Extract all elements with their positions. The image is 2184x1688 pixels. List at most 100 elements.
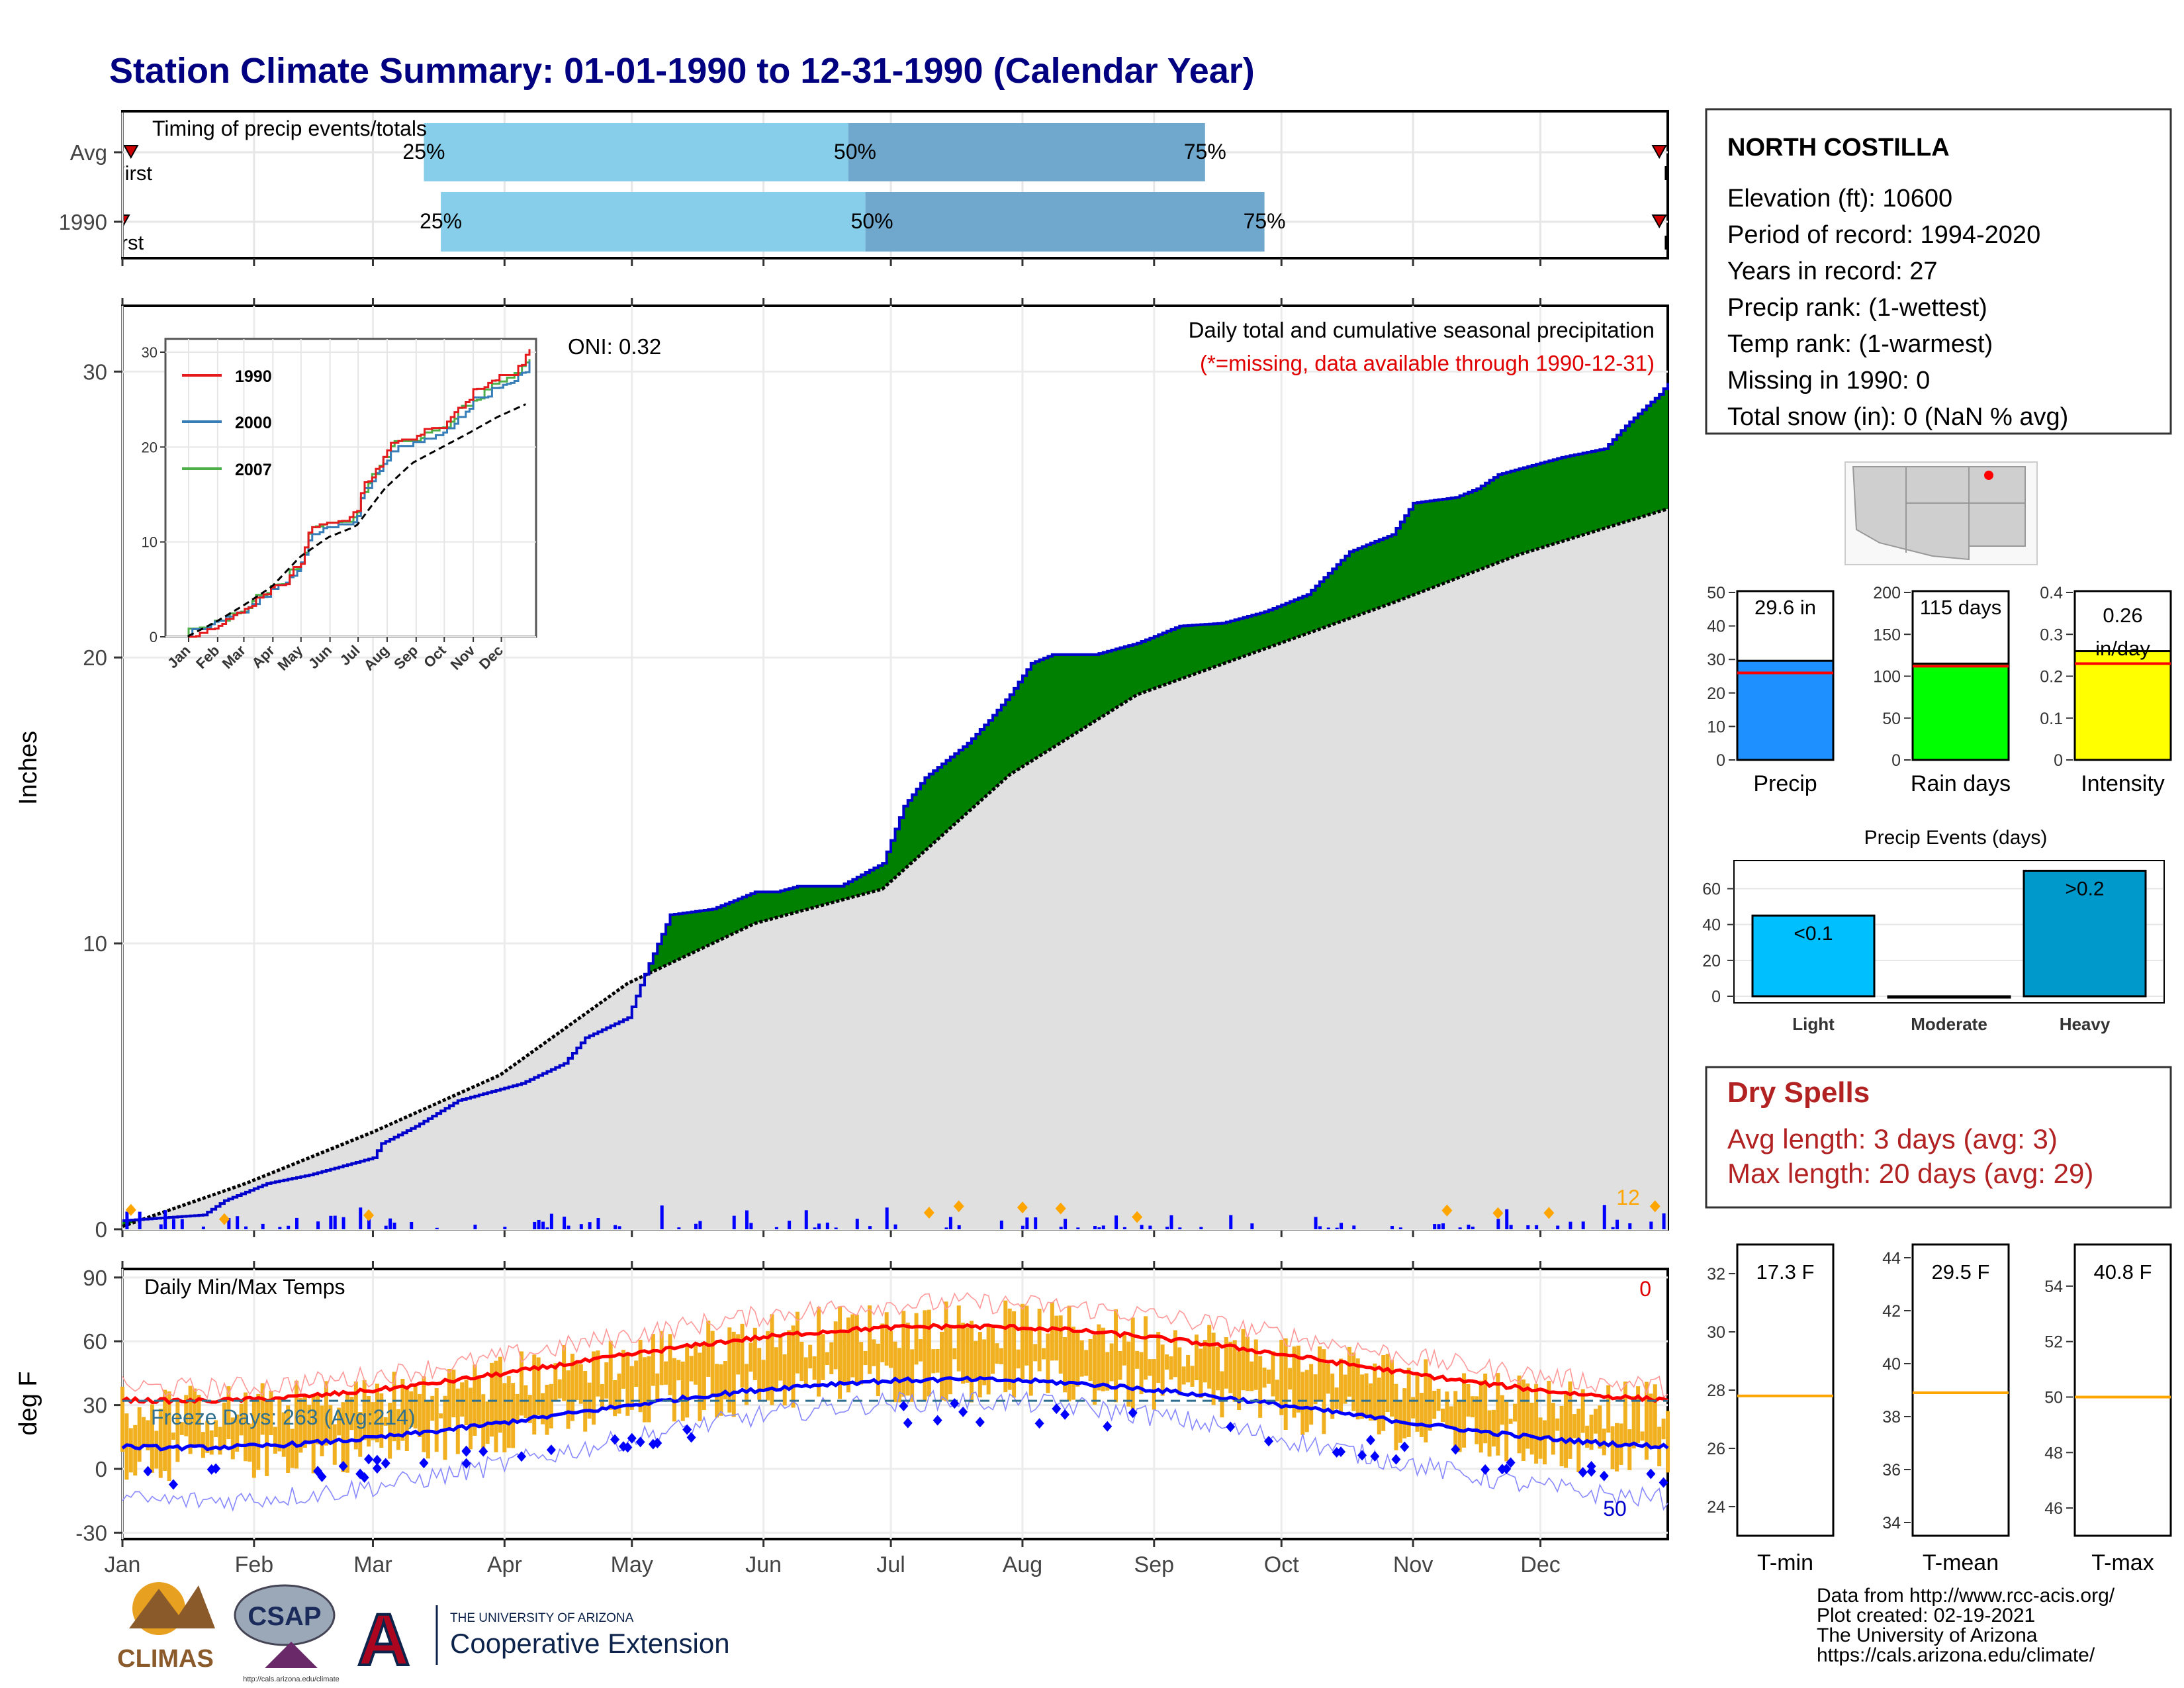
daily-temp-bar: [1585, 1425, 1590, 1448]
footer-line-2: Plot created: 02-19-2021: [1817, 1605, 2035, 1626]
daily-temp-bar: [1491, 1409, 1496, 1447]
record-low-marker: [1357, 1450, 1367, 1461]
daily-temp-bar: [969, 1321, 974, 1403]
record-low-marker: [419, 1458, 429, 1469]
daily-temp-bar: [770, 1314, 774, 1405]
month-label-jun: Jun: [745, 1552, 782, 1577]
mini-bar-tick-label: 0.2: [2040, 668, 2063, 686]
daily-temp-bar: [1075, 1331, 1080, 1387]
daily-precip-bar: [533, 1221, 537, 1229]
normal-cumulative-line: [122, 507, 1668, 1229]
daily-temp-bar: [1088, 1338, 1093, 1382]
daily-temp-bar: [702, 1343, 706, 1411]
daily-temp-bar: [1203, 1340, 1207, 1383]
timing-p75-label: 75%: [1244, 209, 1286, 233]
inset-y-tick-label: 20: [142, 439, 158, 455]
daily-temp-bar: [1313, 1374, 1318, 1405]
inset-frame: [164, 338, 537, 638]
daily-temp-bar: [1564, 1391, 1569, 1468]
daily-temp-bar: [1262, 1367, 1267, 1388]
daily-temp-bar: [230, 1417, 235, 1460]
month-label-mar: Mar: [353, 1552, 392, 1577]
daily-precip-bar: [1398, 1227, 1402, 1229]
month-label-sep: Sep: [1134, 1552, 1175, 1577]
daily-precip-bar: [1059, 1227, 1063, 1229]
daily-temp-bar: [791, 1325, 796, 1408]
daily-temp-bar: [1339, 1358, 1343, 1414]
record-low-marker: [950, 1398, 960, 1409]
daily-temp-bar: [685, 1346, 690, 1418]
events-y-tick-label: 20: [1702, 952, 1721, 970]
daily-temp-bar: [451, 1369, 456, 1418]
daily-temp-bar: [1063, 1337, 1068, 1393]
extreme-precip-marker: [1017, 1201, 1028, 1214]
mini-bar-tick-label: 0: [1716, 751, 1725, 770]
daily-temp-bar: [1500, 1395, 1504, 1425]
daily-temp-bar: [515, 1393, 520, 1423]
daily-temp-bar: [1355, 1358, 1360, 1420]
daily-temp-bar: [273, 1427, 277, 1454]
daily-temp-bar: [1593, 1409, 1598, 1434]
daily-temp-bar: [1092, 1335, 1097, 1405]
daily-temp-bar: [1521, 1379, 1525, 1461]
daily-temp-bar: [727, 1327, 732, 1413]
mini-bar-tick-label: 30: [1707, 651, 1725, 669]
daily-temp-bar: [214, 1420, 218, 1438]
daily-temp-bar: [808, 1344, 813, 1369]
daily-precip-bar: [677, 1227, 681, 1229]
record-low-marker: [899, 1401, 909, 1412]
daily-temp-bar: [163, 1389, 167, 1471]
daily-temp-bar: [1037, 1309, 1042, 1372]
daily-temp-bar: [1623, 1382, 1627, 1446]
daily-temp-bar: [1385, 1354, 1390, 1413]
station-info-box: NORTH COSTILLA Elevation (ft): 10600 Per…: [1705, 108, 2172, 435]
daily-temp-bar: [991, 1325, 995, 1374]
daily-temp-bar: [1364, 1373, 1369, 1417]
daily-temp-bar: [1194, 1335, 1199, 1381]
daily-precip-bar: [1611, 1227, 1615, 1229]
location-map: [1844, 461, 2038, 565]
month-label-apr: Apr: [487, 1552, 522, 1577]
temp-bar-tick-label: 24: [1707, 1498, 1725, 1517]
daily-precip-bar: [813, 1227, 817, 1229]
daily-temp-bar: [1156, 1332, 1161, 1383]
daily-temp-bar: [766, 1331, 770, 1401]
daily-temp-bar: [1631, 1396, 1636, 1449]
daily-temp-bar: [1428, 1375, 1432, 1431]
daily-temp-bar: [863, 1350, 868, 1366]
daily-precip-bar: [1458, 1227, 1462, 1229]
daily-precip-bar: [579, 1224, 583, 1229]
extreme-precip-marker: [1543, 1207, 1555, 1219]
daily-temp-bar: [1283, 1338, 1288, 1430]
daily-temp-bar: [1330, 1373, 1335, 1419]
precip-events-chart: Precip Events (days) 0 20 40 60 <0.1 Light Mod…: [1702, 827, 2165, 1034]
daily-temp-bar: [1568, 1381, 1572, 1459]
daily-temp-bar: [511, 1383, 516, 1448]
record-low-marker: [682, 1424, 692, 1435]
events-y-tick-label: 0: [1711, 988, 1721, 1006]
daily-precip-bar: [1326, 1227, 1330, 1229]
daily-temp-bar: [574, 1363, 579, 1400]
daily-precip-bar: [125, 1211, 129, 1229]
timing-panel-title: Timing of precip events/totals: [152, 117, 427, 140]
extreme-precip-marker: [218, 1213, 230, 1225]
daily-temp-bar: [1334, 1387, 1339, 1409]
daily-precip-bar: [1352, 1225, 1356, 1229]
daily-temp-bar: [910, 1349, 915, 1402]
daily-temp-bar: [897, 1348, 901, 1403]
daily-temp-bar: [965, 1327, 970, 1383]
daily-temp-bar: [659, 1331, 664, 1385]
daily-temp-bar: [1139, 1352, 1144, 1395]
temp-bar-frame: [2073, 1243, 2172, 1537]
daily-temp-bar: [982, 1339, 987, 1385]
events-bar-moderate: [1887, 995, 2011, 999]
daily-precip-bar: [261, 1223, 265, 1229]
daily-precip-bar: [1526, 1225, 1530, 1229]
daily-temp-bar: [889, 1331, 893, 1368]
daily-temp-bar: [1228, 1341, 1233, 1393]
daily-precip-bar: [1034, 1217, 1038, 1229]
daily-temp-bar: [430, 1395, 435, 1421]
inset-legend-label-2000: 2000: [235, 414, 272, 432]
daily-precip-bar: [788, 1221, 792, 1229]
daily-temp-bar: [1343, 1374, 1347, 1404]
